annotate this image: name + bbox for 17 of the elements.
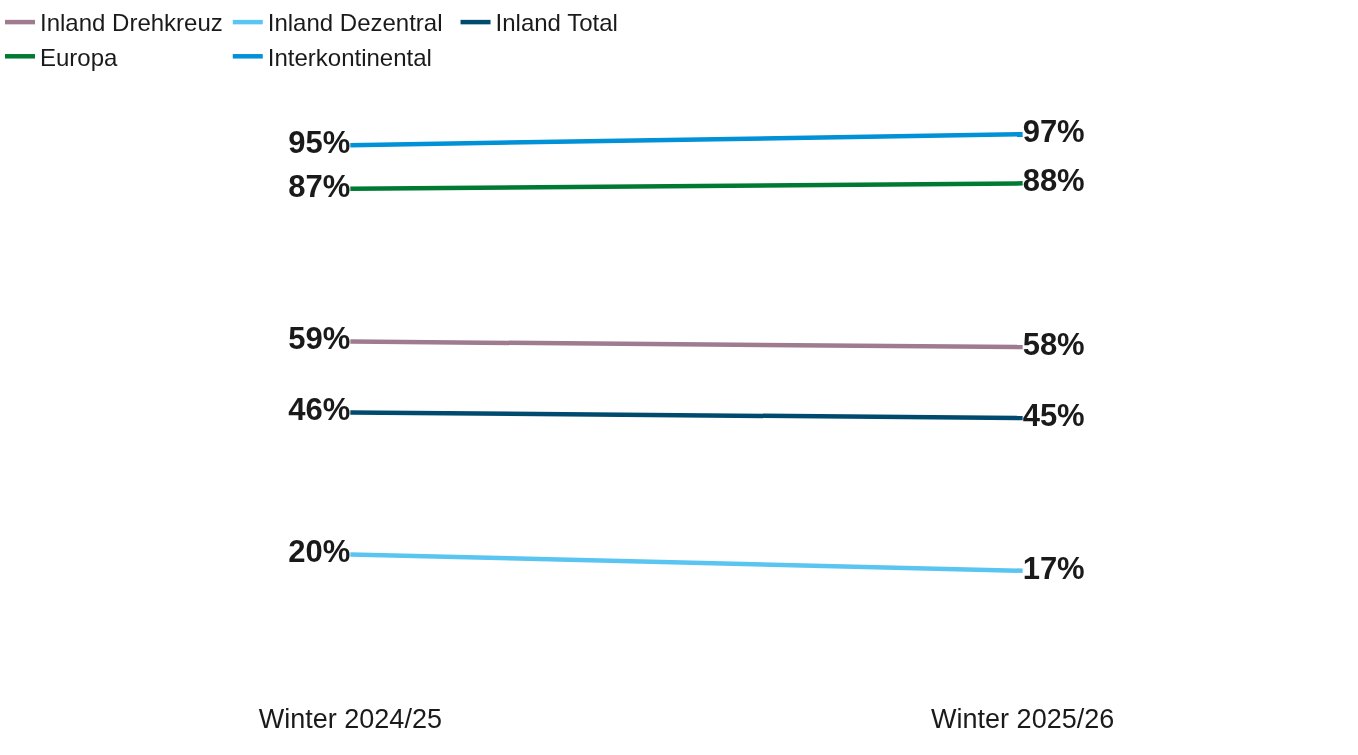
legend-label: Inland Dezentral: [267, 9, 443, 37]
x-tick-label: Winter 2024/25: [258, 704, 442, 734]
data-label: 46%: [288, 392, 351, 428]
data-label: 88%: [1022, 163, 1085, 199]
data-label: 20%: [288, 534, 351, 570]
x-tick-label: Winter 2025/26: [931, 704, 1115, 734]
legend-label: Inland Total: [495, 9, 618, 37]
data-label: 95%: [288, 124, 351, 160]
data-label: 97%: [1022, 114, 1085, 149]
legend-label: Interkontinental: [267, 43, 432, 71]
data-label: 45%: [1022, 397, 1085, 433]
legend-label: Europa: [40, 43, 119, 71]
data-label: 17%: [1022, 550, 1085, 586]
data-label: 59%: [288, 321, 351, 357]
data-label: 87%: [288, 168, 351, 204]
legend-label: Inland Drehkreuz: [40, 9, 223, 37]
data-label: 58%: [1022, 326, 1085, 362]
